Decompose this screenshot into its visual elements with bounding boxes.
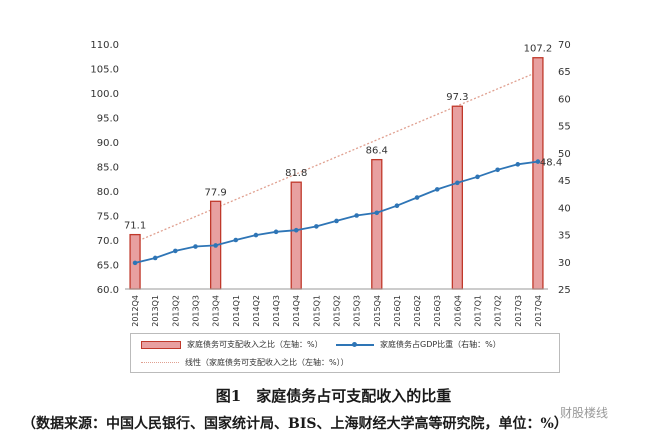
x-tick-label: 2017Q1 — [474, 295, 483, 327]
x-tick-label: 2015Q2 — [333, 295, 342, 327]
x-tick-label: 2014Q3 — [272, 295, 281, 327]
line-point — [414, 195, 420, 200]
bar — [451, 105, 464, 290]
bar — [290, 181, 302, 290]
x-tick-label: 2015Q3 — [353, 295, 362, 327]
legend-swatch-bar — [141, 340, 181, 349]
left-axis-tick-label: 100.0 — [90, 89, 119, 100]
line-point — [495, 167, 500, 173]
left-axis-tick-label: 80.0 — [97, 187, 119, 198]
trend-line — [134, 71, 539, 243]
data-source-note: （数据来源：中国人民银行、国家统计局、BIS、上海财经大学高等研究院，单位：%） — [22, 416, 568, 432]
right-axis-tick-label: 40 — [558, 203, 571, 214]
line-point — [515, 162, 521, 167]
chart-plot: 60.0 65.0 70.0 75.0 80.0 85.0 90.0 95.0 100.0 105… — [90, 40, 571, 327]
right-axis-tick-label: 30 — [558, 258, 571, 269]
left-axis-tick-label: 65.0 — [97, 261, 119, 272]
legend-label-trend: 线性（家庭债务可支配收入之比（左轴：%）） — [185, 358, 349, 367]
x-tick-label: 2013Q2 — [171, 295, 180, 327]
right-axis-tick-label: 65 — [558, 67, 571, 78]
line-point — [233, 237, 239, 243]
line-point — [374, 210, 380, 216]
left-axis-tick-label: 60.0 — [97, 285, 119, 296]
line-point — [152, 255, 158, 261]
legend-item-line: 家庭债务占GDP比重（右轴：%） — [336, 339, 501, 350]
x-tick-label: 2014Q1 — [232, 295, 241, 327]
left-axis-tick-label: 85.0 — [97, 163, 119, 174]
line-point — [354, 213, 359, 218]
line-point — [475, 174, 480, 180]
left-axis-tick-label: 105.0 — [90, 65, 119, 76]
x-tick-label: 2015Q1 — [312, 295, 321, 327]
legend-swatch-line — [336, 341, 374, 347]
bar-data-label: 81.8 — [285, 168, 307, 179]
bar — [371, 158, 383, 290]
x-tick-label: 2016Q2 — [413, 295, 422, 327]
legend-item-trend: 线性（家庭债务可支配收入之比（左轴：%）） — [141, 357, 349, 368]
left-axis-tick-label: 110.0 — [90, 40, 119, 51]
line-point — [132, 260, 138, 266]
bar-data-label: 71.1 — [124, 221, 146, 232]
figure-caption: 图1 家庭债务占可支配收入的比重 — [215, 387, 452, 405]
right-axis-tick-label: 50 — [558, 149, 571, 160]
right-axis-ticks: 25 30 35 40 45 50 55 60 65 70 — [558, 40, 571, 296]
watermark: 财股楼线 — [560, 406, 609, 420]
left-axis-tick-label: 75.0 — [97, 212, 119, 223]
right-axis-tick-label: 55 — [558, 122, 571, 133]
x-tick-label: 2017Q3 — [514, 295, 523, 327]
bar-series: 71.1 77.9 81.8 86.4 97.3 107.2 — [124, 44, 553, 290]
line-point — [314, 224, 319, 229]
line-point — [253, 232, 259, 238]
line-point — [334, 218, 339, 224]
x-tick-label: 2016Q4 — [453, 295, 462, 327]
x-tick-label: 2016Q3 — [433, 295, 442, 327]
bar — [532, 57, 544, 290]
line-end-label: 48.4 — [540, 158, 562, 169]
line-point — [293, 227, 299, 233]
bar-data-label: 97.3 — [446, 92, 468, 103]
right-axis-tick-label: 45 — [558, 176, 571, 187]
line-point — [535, 159, 541, 164]
left-axis-ticks: 60.0 65.0 70.0 75.0 80.0 85.0 90.0 95.0 100.0 105… — [90, 40, 119, 296]
x-tick-label: 2017Q4 — [534, 295, 543, 327]
line-point — [213, 243, 218, 248]
right-axis-tick-label: 35 — [558, 231, 571, 242]
right-axis-tick-label: 25 — [558, 285, 571, 296]
x-tick-label: 2013Q3 — [192, 295, 201, 327]
line-point — [273, 229, 279, 235]
chart-legend: 家庭债务可支配收入之比（左轴：%） 家庭债务占GDP比重（右轴：%） 线性（家庭… — [130, 333, 560, 373]
x-tick-label: 2013Q1 — [151, 295, 160, 327]
line-series: 48.4 — [132, 158, 562, 266]
x-tick-label: 2014Q2 — [252, 295, 261, 327]
x-tick-label: 2014Q4 — [292, 295, 301, 327]
legend-label-bar: 家庭债务可支配收入之比（左轴：%） — [187, 340, 323, 349]
line-point — [173, 248, 178, 254]
line-point — [455, 180, 460, 186]
bar-data-label: 86.4 — [366, 146, 388, 157]
bar-data-label: 77.9 — [205, 187, 227, 198]
x-axis-ticks: 2012Q4 2013Q1 2013Q2 2013Q3 2013Q4 2014Q1 2014… — [131, 295, 543, 327]
legend-label-line: 家庭债务占GDP比重（右轴：%） — [380, 340, 501, 349]
right-axis-tick-label: 60 — [558, 94, 571, 105]
line-point — [193, 244, 198, 249]
right-axis-tick-label: 70 — [558, 40, 571, 51]
x-tick-label: 2012Q4 — [131, 295, 140, 327]
trend-line-path — [134, 71, 539, 243]
x-tick-label: 2015Q4 — [373, 295, 382, 327]
x-tick-label: 2013Q4 — [212, 295, 221, 327]
x-tick-label: 2016Q1 — [393, 295, 402, 327]
line-point — [434, 187, 440, 192]
line-point — [394, 203, 400, 208]
legend-item-bar: 家庭债务可支配收入之比（左轴：%） — [141, 339, 323, 350]
left-axis-tick-label: 90.0 — [97, 138, 119, 149]
legend-swatch-trend — [141, 362, 179, 363]
x-tick-label: 2017Q2 — [494, 295, 503, 327]
bar-data-label: 107.2 — [524, 44, 553, 55]
left-axis-tick-label: 70.0 — [97, 236, 119, 247]
left-axis-tick-label: 95.0 — [97, 114, 119, 125]
